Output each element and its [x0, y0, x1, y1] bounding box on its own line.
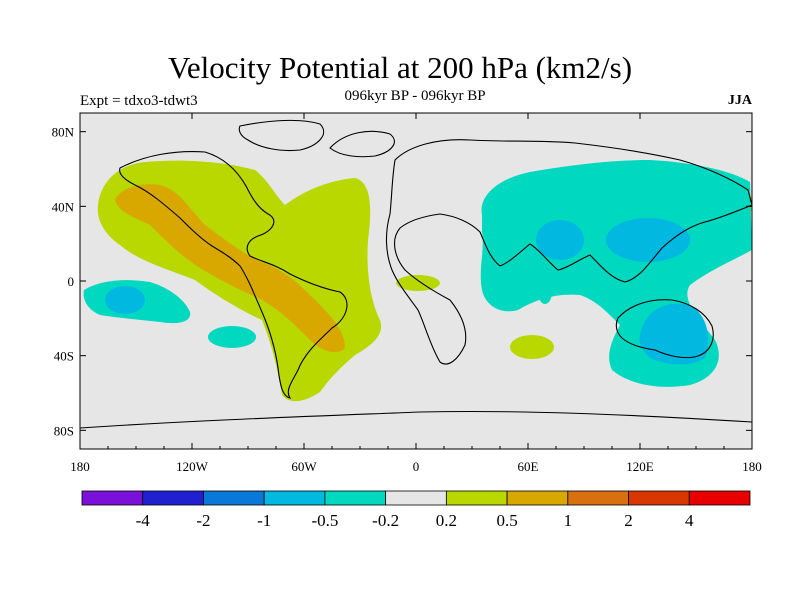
colorbar-label: 1: [564, 511, 573, 530]
season-label: JJA: [727, 93, 752, 108]
colorbar-box: [263, 490, 326, 506]
y-tick-label: 40S: [54, 349, 74, 364]
colorbar-label: -0.2: [372, 511, 399, 530]
colorbar-box: [506, 490, 569, 506]
colorbar-box: [445, 490, 508, 506]
y-tick-label: 80S: [54, 423, 74, 438]
colorbar-label: 4: [685, 511, 694, 530]
colorbar-box: [628, 490, 690, 506]
colorbar-label: -2: [196, 511, 210, 530]
colorbar-label: 0.5: [496, 511, 517, 530]
colorbar-label: 0.2: [436, 511, 457, 530]
x-tick-label: 120E: [626, 459, 654, 474]
y-tick-label: 0: [68, 274, 75, 289]
colorbar: -4 -2 -1 -0.5 -0.2 0.2 0.5 1 2 4: [81, 490, 751, 530]
colorbar-label: -0.5: [311, 511, 338, 530]
colorbar-box: [567, 490, 629, 506]
colorbar-box: [324, 490, 387, 506]
colorbar-label: -1: [257, 511, 271, 530]
colorbar-label: -4: [136, 511, 151, 530]
experiment-label: Expt = tdxo3-tdwt3: [80, 93, 198, 109]
y-axis: 80N 40N 0 40S 80S: [52, 125, 752, 438]
coastlines: [80, 119, 752, 429]
colorbar-box: [142, 490, 204, 506]
x-tick-label: 0: [413, 459, 420, 474]
x-tick-label: 60W: [291, 459, 317, 474]
colorbar-label: 2: [624, 511, 633, 530]
colorbar-box: [688, 490, 751, 506]
x-tick-label: 180: [70, 459, 90, 474]
positive-contour-mid: [115, 184, 345, 353]
x-tick-label: 60E: [518, 459, 539, 474]
y-tick-label: 80N: [52, 125, 75, 140]
x-axis: 180 120W 60W 0 60E 120E 180: [70, 113, 762, 474]
chart-title: Velocity Potential at 200 hPa (km2/s): [167, 50, 633, 85]
x-tick-label: 180: [742, 459, 762, 474]
colorbar-box: [81, 490, 144, 506]
negative-contour-mid: [105, 218, 709, 365]
y-tick-label: 40N: [52, 199, 75, 214]
period-label: 096kyr BP - 096kyr BP: [344, 88, 486, 104]
colorbar-box: [385, 490, 447, 506]
map-plot-area: [80, 113, 752, 449]
x-tick-label: 120W: [176, 459, 209, 474]
colorbar-box: [203, 490, 265, 506]
